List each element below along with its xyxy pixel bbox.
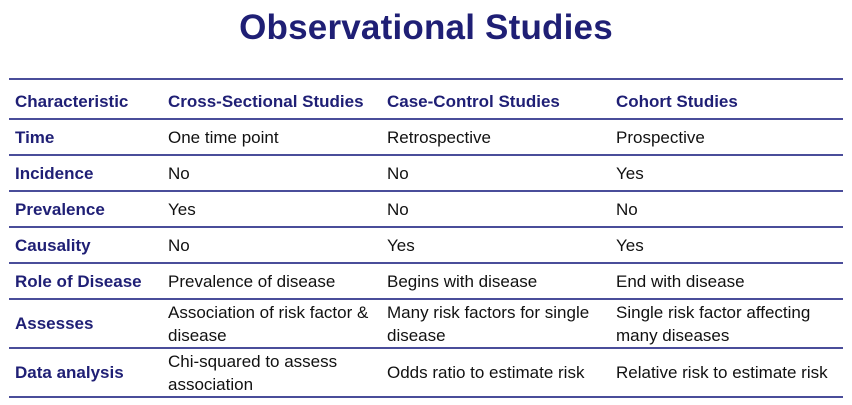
table-cell: Yes	[610, 226, 843, 263]
page-title: Observational Studies	[239, 8, 613, 47]
table-cell: Chi-squared to assess association	[162, 347, 381, 398]
row-label-incidence: Incidence	[9, 154, 162, 191]
row-label-prevalence: Prevalence	[9, 190, 162, 227]
table-cell: Prospective	[610, 118, 843, 155]
table-row: Prevalence Yes No No	[9, 190, 843, 227]
row-label-data-analysis: Data analysis	[9, 347, 162, 398]
table-cell: No	[162, 154, 381, 191]
row-label-role-of-disease: Role of Disease	[9, 262, 162, 299]
table-cell: One time point	[162, 118, 381, 155]
header-cross-sectional: Cross-Sectional Studies	[162, 78, 381, 119]
comparison-table: Characteristic Cross-Sectional Studies C…	[9, 78, 843, 398]
table-cell: Prevalence of disease	[162, 262, 381, 299]
table-cell: No	[381, 154, 610, 191]
table-cell: Yes	[610, 154, 843, 191]
table-cell: Begins with disease	[381, 262, 610, 299]
header-case-control: Case-Control Studies	[381, 78, 610, 119]
table-cell: End with disease	[610, 262, 843, 299]
table-cell: Yes	[381, 226, 610, 263]
table-row: Incidence No No Yes	[9, 154, 843, 191]
row-label-causality: Causality	[9, 226, 162, 263]
table-row: Data analysis Chi-squared to assess asso…	[9, 347, 843, 398]
table-row: Causality No Yes Yes	[9, 226, 843, 263]
table-cell: Retrospective	[381, 118, 610, 155]
row-label-assesses: Assesses	[9, 298, 162, 348]
table-cell: No	[381, 190, 610, 227]
table-cell: Many risk factors for single disease	[381, 298, 610, 348]
header-characteristic: Characteristic	[9, 78, 162, 119]
table-cell: Odds ratio to estimate risk	[381, 347, 610, 398]
table-row: Time One time point Retrospective Prospe…	[9, 118, 843, 155]
table-cell: Association of risk factor & disease	[162, 298, 381, 348]
table-cell: Relative risk to estimate risk	[610, 347, 843, 398]
table-row: Role of Disease Prevalence of disease Be…	[9, 262, 843, 299]
row-label-time: Time	[9, 118, 162, 155]
table-row: Assesses Association of risk factor & di…	[9, 298, 843, 348]
table-cell: Yes	[162, 190, 381, 227]
table-header-row: Characteristic Cross-Sectional Studies C…	[9, 78, 843, 119]
header-cohort: Cohort Studies	[610, 78, 843, 119]
table-cell: Single risk factor affecting many diseas…	[610, 298, 843, 348]
table-cell: No	[610, 190, 843, 227]
table-cell: No	[162, 226, 381, 263]
